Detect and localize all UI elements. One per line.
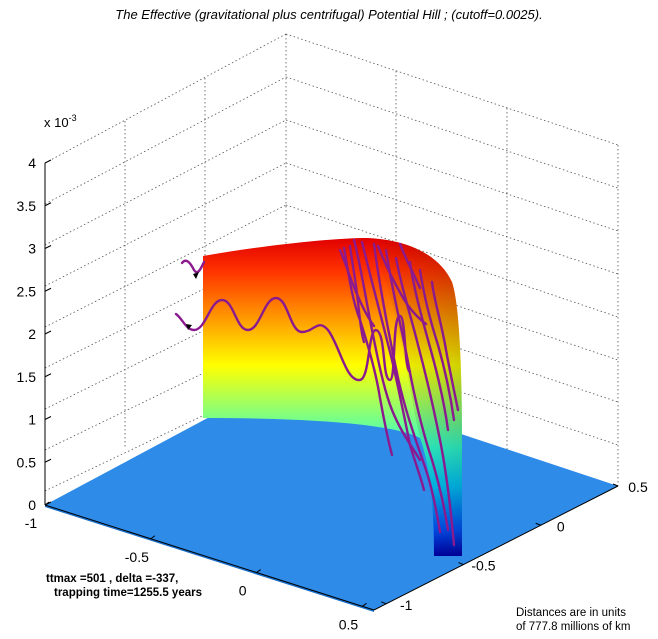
x-tick-label: -1: [25, 515, 38, 531]
z-tick: [44, 330, 52, 335]
units-note: Distances are in units of 777.8 millions…: [516, 606, 630, 634]
z-tick: [44, 287, 52, 292]
z-axis-ticks: [44, 159, 52, 506]
z-tick: [44, 245, 52, 249]
trajectory-start-markers: [186, 272, 199, 330]
x-tick: [256, 569, 261, 573]
z-tick-label: 4: [28, 155, 36, 171]
z-tick: [44, 373, 52, 378]
annotation-line-1: ttmax =501 , delta =-337,: [46, 573, 179, 585]
y-tick: [458, 562, 464, 565]
y-tick: [381, 601, 387, 605]
y-axis-ticks: [381, 483, 619, 605]
y-tick-label: -1: [400, 597, 413, 613]
x-tick: [362, 602, 367, 607]
x-axis-tick-labels: -1 -0.5 0 0.5: [25, 515, 359, 632]
z-axis-tick-labels: 0 0.5 1 1.5 2 2.5 3 3.5 4: [17, 155, 37, 513]
z-tick-label: 3.5: [17, 198, 37, 214]
y-axis-tick-labels: 0.5 0 -0.5 -1: [400, 479, 648, 613]
z-tick-label: 0.5: [17, 454, 37, 470]
z-tick-label: 1.5: [17, 369, 37, 385]
x-tick: [44, 501, 50, 506]
x-tick-label: 0.5: [339, 616, 359, 632]
x-axis-ticks: [44, 501, 367, 607]
simulation-annotation: ttmax =501 , delta =-337, trapping time=…: [46, 572, 202, 600]
z-tick: [44, 458, 52, 463]
z-tick-label: 0: [28, 497, 36, 513]
trajectory: [174, 238, 460, 547]
z-tick-label: 2: [28, 326, 36, 342]
y-tick-label: -0.5: [471, 558, 495, 574]
z-tick: [44, 416, 52, 420]
y-tick-label: 0: [557, 518, 565, 534]
chart-title: The Effective (gravitational plus centri…: [115, 7, 543, 22]
z-axis-exponent: x 10-3: [44, 113, 77, 130]
z-tick-label: 1: [28, 412, 36, 428]
x-tick-label: 0: [239, 583, 247, 599]
units-line-2: of 777.8 millions of km: [516, 621, 631, 633]
z-tick-label: 3: [28, 241, 36, 257]
z-tick: [44, 159, 52, 164]
z-tick: [44, 202, 52, 207]
floor-plane: [45, 376, 618, 610]
x-tick-label: -0.5: [125, 549, 149, 565]
y-tick: [535, 522, 541, 526]
annotation-line-2: trapping time=1255.5 years: [54, 587, 202, 599]
y-tick-label: 0.5: [628, 479, 648, 495]
z-tick-label: 2.5: [17, 283, 37, 299]
y-tick: [612, 483, 619, 487]
units-line-1: Distances are in units: [516, 607, 626, 619]
x-tick: [150, 535, 156, 540]
